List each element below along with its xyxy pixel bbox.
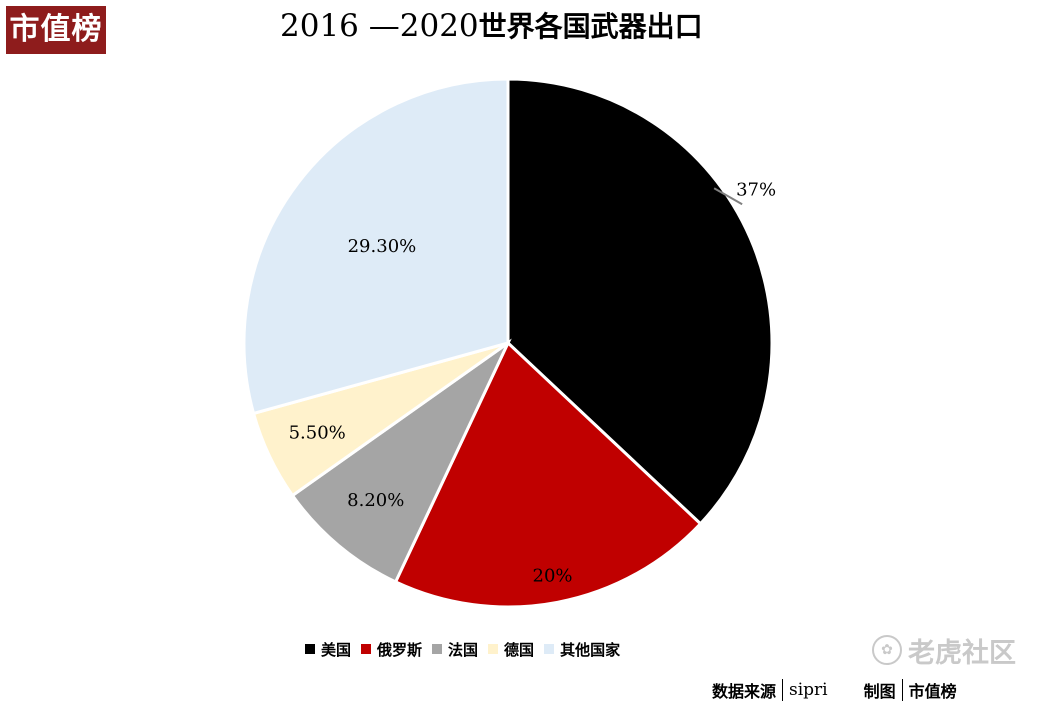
legend-swatch	[432, 644, 443, 654]
chart-title-text: 世界各国武器出口	[478, 10, 703, 43]
data-label-2: 20%	[533, 565, 573, 586]
maker-divider	[901, 679, 903, 701]
paw-icon: ✿	[872, 635, 902, 665]
maker-value: 市值榜	[908, 682, 957, 701]
data-label-4: 5.50%	[289, 423, 346, 444]
source-line: 数据来源 sipri 制图 市值榜	[712, 676, 957, 704]
source-label: 数据来源	[712, 682, 777, 701]
pie-slice-5	[242, 77, 510, 416]
pie-slices	[242, 77, 774, 609]
legend-label: 俄罗斯	[377, 640, 423, 659]
pie-slice-1	[506, 77, 774, 526]
pie-labels: 37% 20% 8.20% 5.50% 29.30%	[289, 179, 777, 586]
legend-label: 美国	[321, 640, 352, 659]
legend-label: 德国	[504, 640, 535, 659]
chart-title-years: 2016 —2020	[280, 8, 479, 44]
legend-item-1: 美国	[305, 639, 351, 660]
data-label-3: 8.20%	[347, 490, 404, 511]
legend-swatch	[488, 644, 499, 654]
data-label-1: 37%	[736, 179, 776, 200]
legend-label: 其他国家	[560, 640, 621, 659]
pie-slice-2	[393, 340, 703, 609]
chart-legend: 美国 俄罗斯 法国 德国 其他国家	[305, 636, 620, 662]
legend-item-3: 法国	[432, 639, 478, 660]
legend-swatch	[361, 644, 372, 654]
source-value: sipri	[789, 680, 828, 700]
legend-item-5: 其他国家	[544, 639, 620, 660]
legend-item-4: 德国	[488, 639, 534, 660]
chart-title: 2016 —2020世界各国武器出口	[280, 4, 800, 48]
legend-label: 法国	[448, 640, 479, 659]
brand-logo: 市值榜	[6, 6, 106, 54]
source-divider	[782, 679, 784, 701]
watermark: ✿ 老虎社区	[872, 630, 1016, 670]
maker-label: 制图	[863, 682, 896, 701]
legend-swatch	[544, 644, 555, 654]
legend-item-2: 俄罗斯	[361, 639, 422, 660]
leader-line	[713, 187, 743, 206]
data-label-5: 29.30%	[348, 236, 417, 257]
pie-slice-3	[290, 338, 512, 584]
watermark-text: 老虎社区	[908, 637, 1016, 669]
legend-swatch	[305, 644, 315, 654]
